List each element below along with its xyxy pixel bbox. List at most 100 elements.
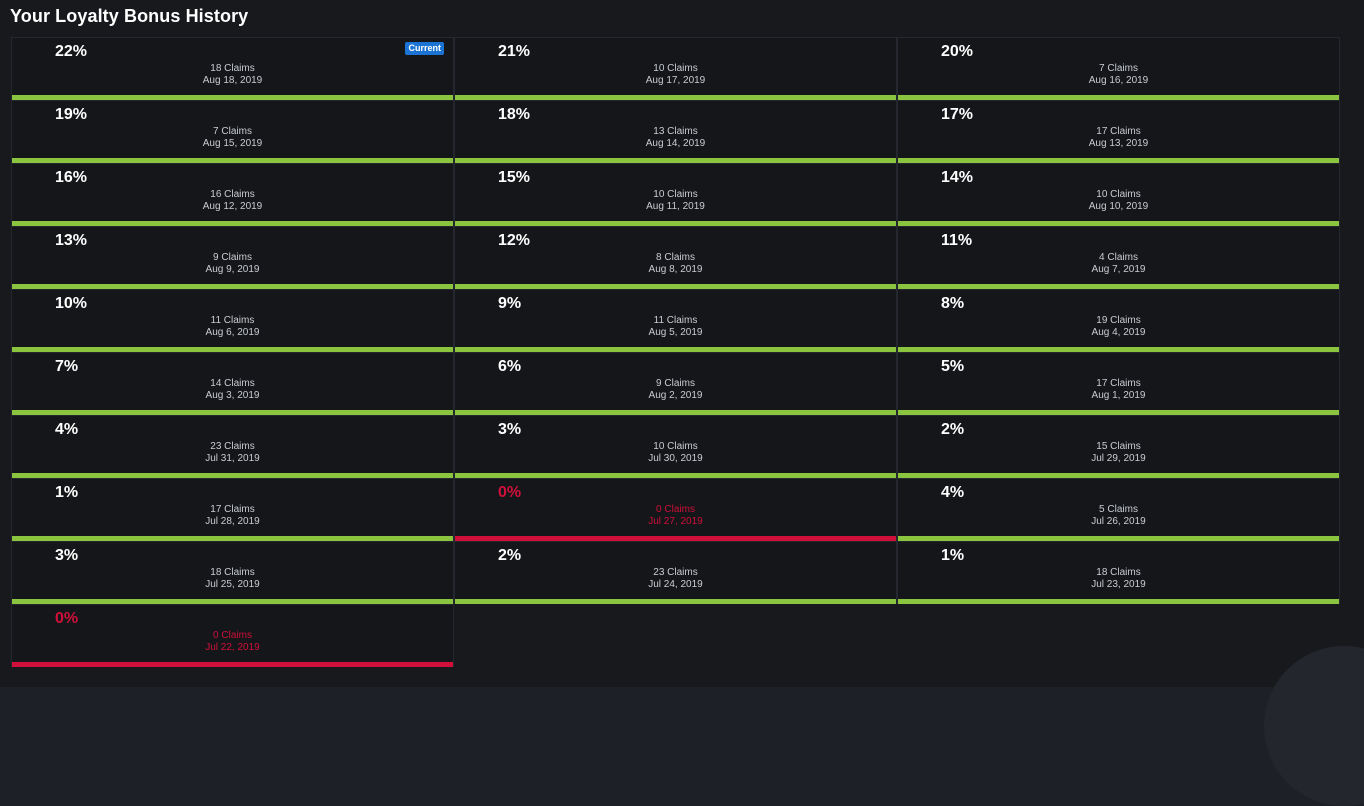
claim-date: Aug 7, 2019 xyxy=(898,264,1339,275)
claim-date: Jul 28, 2019 xyxy=(12,516,453,527)
claims-count: 11 Claims xyxy=(12,315,453,326)
bonus-percent: 1% xyxy=(941,547,964,565)
bonus-percent: 18% xyxy=(498,106,530,124)
bonus-percent: 0% xyxy=(498,484,521,502)
claim-date: Aug 2, 2019 xyxy=(455,390,896,401)
bonus-percent: 10% xyxy=(55,295,87,313)
claim-date: Aug 10, 2019 xyxy=(898,201,1339,212)
claim-date: Jul 27, 2019 xyxy=(455,516,896,527)
claims-count: 9 Claims xyxy=(12,252,453,263)
claim-date: Aug 6, 2019 xyxy=(12,327,453,338)
bonus-percent: 20% xyxy=(941,43,973,61)
bonus-percent: 3% xyxy=(498,421,521,439)
claims-count: 19 Claims xyxy=(898,315,1339,326)
bonus-percent: 13% xyxy=(55,232,87,250)
claims-count: 18 Claims xyxy=(898,567,1339,578)
loyalty-history-panel: Your Loyalty Bonus History 22% Current 18 … xyxy=(0,0,1364,687)
claims-count: 17 Claims xyxy=(12,504,453,515)
claim-date: Jul 22, 2019 xyxy=(12,642,453,653)
bonus-percent: 6% xyxy=(498,358,521,376)
bonus-percent: 1% xyxy=(55,484,78,502)
claim-date: Jul 25, 2019 xyxy=(12,579,453,590)
claims-count: 10 Claims xyxy=(455,441,896,452)
claims-count: 23 Claims xyxy=(12,441,453,452)
status-bar xyxy=(12,662,453,667)
bonus-percent: 2% xyxy=(498,547,521,565)
claims-count: 16 Claims xyxy=(12,189,453,200)
claims-count: 4 Claims xyxy=(898,252,1339,263)
claim-date: Aug 13, 2019 xyxy=(898,138,1339,149)
page-title: Your Loyalty Bonus History xyxy=(10,6,248,27)
bonus-percent: 11% xyxy=(941,232,972,250)
claims-count: 17 Claims xyxy=(898,126,1339,137)
claims-count: 0 Claims xyxy=(12,630,453,641)
claims-count: 14 Claims xyxy=(12,378,453,389)
claims-count: 7 Claims xyxy=(898,63,1339,74)
claim-date: Jul 29, 2019 xyxy=(898,453,1339,464)
claim-date: Jul 24, 2019 xyxy=(455,579,896,590)
bonus-percent: 14% xyxy=(941,169,973,187)
claim-date: Aug 4, 2019 xyxy=(898,327,1339,338)
bonus-percent: 0% xyxy=(55,610,78,628)
status-bar xyxy=(898,599,1339,604)
claim-date: Aug 15, 2019 xyxy=(12,138,453,149)
claim-date: Aug 1, 2019 xyxy=(898,390,1339,401)
claim-date: Aug 12, 2019 xyxy=(12,201,453,212)
claims-count: 23 Claims xyxy=(455,567,896,578)
claims-count: 18 Claims xyxy=(12,567,453,578)
claims-count: 10 Claims xyxy=(898,189,1339,200)
claims-count: 10 Claims xyxy=(455,189,896,200)
bonus-percent: 7% xyxy=(55,358,78,376)
claim-date: Jul 31, 2019 xyxy=(12,453,453,464)
claim-date: Jul 26, 2019 xyxy=(898,516,1339,527)
claim-date: Aug 16, 2019 xyxy=(898,75,1339,86)
claims-count: 5 Claims xyxy=(898,504,1339,515)
bonus-percent: 16% xyxy=(55,169,87,187)
claim-date: Aug 5, 2019 xyxy=(455,327,896,338)
bonus-percent: 8% xyxy=(941,295,964,313)
current-badge: Current xyxy=(405,42,444,55)
bonus-percent: 4% xyxy=(55,421,78,439)
claim-date: Jul 30, 2019 xyxy=(455,453,896,464)
claim-date: Aug 8, 2019 xyxy=(455,264,896,275)
bonus-percent: 21% xyxy=(498,43,530,61)
bonus-percent: 3% xyxy=(55,547,78,565)
claims-count: 9 Claims xyxy=(455,378,896,389)
claim-date: Aug 9, 2019 xyxy=(12,264,453,275)
bonus-percent: 17% xyxy=(941,106,973,124)
claim-date: Aug 14, 2019 xyxy=(455,138,896,149)
claims-count: 0 Claims xyxy=(455,504,896,515)
claim-date: Aug 17, 2019 xyxy=(455,75,896,86)
claim-date: Aug 11, 2019 xyxy=(455,201,896,212)
bonus-percent: 4% xyxy=(941,484,964,502)
claim-date: Aug 18, 2019 xyxy=(12,75,453,86)
bonus-percent: 22% xyxy=(55,43,87,61)
claims-count: 18 Claims xyxy=(12,63,453,74)
